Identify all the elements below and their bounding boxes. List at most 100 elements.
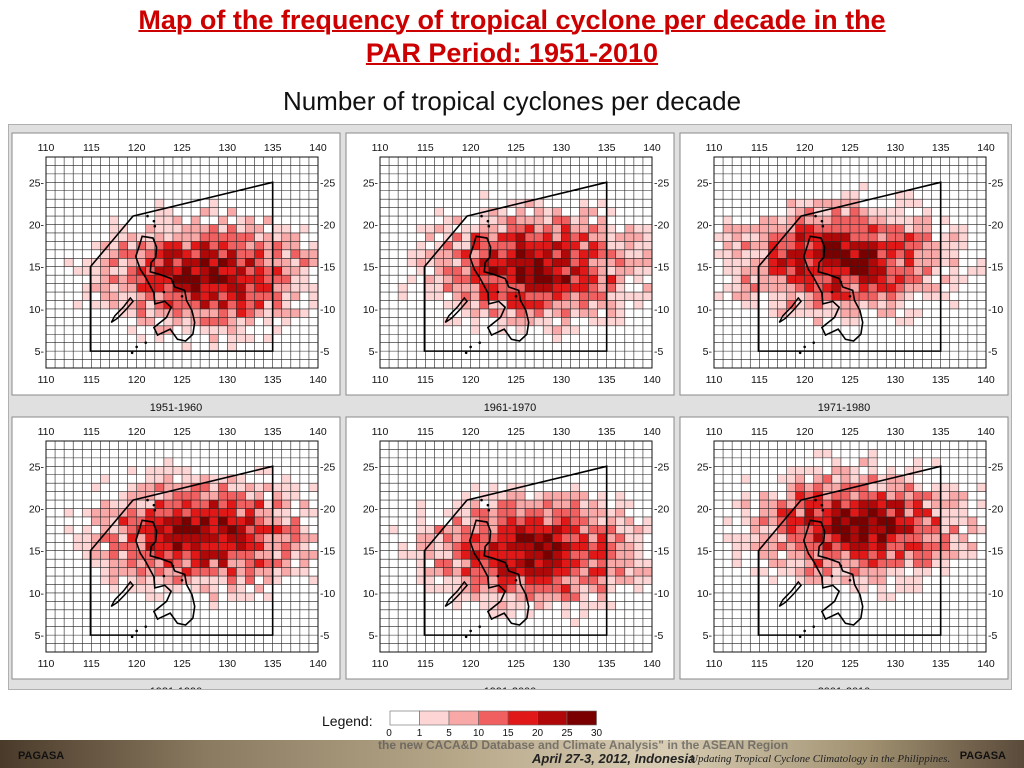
heat-cell [461, 516, 471, 526]
heat-cell [254, 308, 264, 318]
heat-cell [236, 249, 246, 259]
heat-cell [949, 500, 959, 509]
heat-cell [561, 266, 571, 276]
lat-tick-right: -15 [654, 546, 669, 558]
lat-tick-right: -10 [654, 588, 669, 600]
heat-cell [182, 317, 192, 326]
heat-cell [154, 224, 164, 233]
heat-cell [813, 275, 823, 284]
heat-cell [570, 249, 580, 259]
heat-cell [488, 592, 498, 602]
heat-cell [118, 283, 128, 293]
heat-cell [759, 533, 769, 543]
island-mark [821, 508, 825, 512]
heat-cell [768, 533, 778, 543]
heat-cell [470, 500, 480, 509]
heat-cell [949, 525, 959, 534]
heat-cell [624, 232, 634, 242]
heat-cell [145, 525, 155, 534]
heat-cell [488, 584, 498, 593]
heat-cell [218, 283, 228, 293]
heat-cell [922, 491, 932, 501]
heat-cell [91, 508, 101, 517]
heat-cell [940, 483, 950, 492]
plot-border [379, 440, 653, 653]
heat-cell [172, 584, 182, 593]
heat-cell [768, 232, 778, 242]
heat-cell [272, 542, 282, 551]
lat-tick-left: 20- [697, 504, 713, 516]
heat-cell [741, 516, 751, 526]
heat-cell [561, 249, 571, 259]
heat-cell [570, 516, 580, 526]
heat-cell [579, 500, 589, 509]
heat-cell [434, 542, 444, 551]
heat-cell [227, 491, 237, 501]
heat-cell [200, 500, 210, 509]
heat-cell [822, 525, 832, 534]
heat-cell [850, 308, 860, 318]
heat-cell [461, 508, 471, 517]
lat-tick-left: 15- [697, 546, 713, 558]
heat-cell [200, 232, 210, 242]
heat-cell [840, 190, 850, 200]
heat-cell [597, 601, 607, 610]
heat-cell [552, 216, 562, 225]
heat-cell [759, 283, 769, 293]
heat-cell [786, 533, 796, 543]
heat-cell [516, 258, 526, 267]
heat-cell [145, 224, 155, 233]
heat-cell [227, 300, 237, 309]
heat-cell [868, 275, 878, 284]
heat-cell [407, 249, 417, 259]
lon-tick-bottom: 135 [264, 658, 282, 670]
heat-cell [570, 559, 580, 568]
heat-cell [913, 559, 923, 568]
heat-cell [642, 559, 652, 568]
heat-cell [254, 258, 264, 267]
heat-cell [597, 500, 607, 509]
heat-cell [895, 300, 905, 309]
heat-cell [136, 542, 146, 551]
heat-cell [425, 232, 435, 242]
heat-cell [886, 241, 896, 250]
heat-cell [389, 525, 399, 534]
heat-cell [118, 241, 128, 250]
heat-cell [452, 300, 462, 309]
heat-cell [913, 508, 923, 517]
heat-cell [452, 500, 462, 509]
heat-cell [570, 576, 580, 585]
heat-cell [904, 525, 914, 534]
heat-cell [723, 249, 733, 259]
heat-cell [109, 516, 119, 526]
heat-cell [840, 491, 850, 501]
heat-cell [145, 533, 155, 543]
lat-tick-left: 5- [369, 630, 379, 642]
heat-cell [227, 592, 237, 602]
heat-cell [209, 584, 219, 593]
heat-cell [281, 275, 291, 284]
heat-cell [534, 292, 544, 301]
heat-cell [840, 516, 850, 526]
heat-cell [263, 533, 273, 543]
heat-cell [750, 542, 760, 551]
heat-cell [958, 500, 968, 509]
heat-cell [525, 300, 535, 309]
heat-cell [813, 317, 823, 326]
heat-cell [597, 550, 607, 560]
heat-cell [804, 559, 814, 568]
heat-cell [127, 525, 137, 534]
heat-cell [813, 199, 823, 208]
heat-cell [245, 317, 255, 326]
legend-swatch [507, 710, 538, 726]
heat-cell [543, 576, 553, 585]
heat-cell [154, 525, 164, 534]
decade-label: 1971-1980 [818, 402, 871, 414]
lon-tick-top: 110 [706, 426, 723, 438]
heat-cell [209, 525, 219, 534]
heat-cell [840, 266, 850, 276]
heat-cell [290, 283, 300, 293]
heat-cell [172, 317, 182, 326]
heat-cell [895, 266, 905, 276]
heat-cell [416, 249, 426, 259]
